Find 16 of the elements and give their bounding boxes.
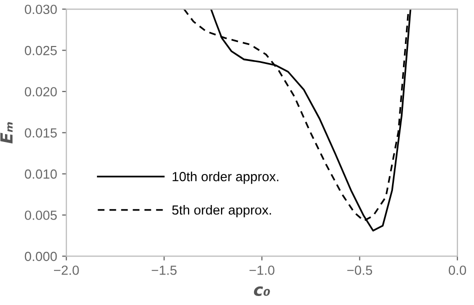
y-tick-label: 0.030 <box>24 4 57 14</box>
x-tick-label: 0.0 <box>448 266 466 275</box>
y-tick-label: 0.000 <box>24 252 57 262</box>
legend-label: 5th order approx. <box>172 204 271 218</box>
legend-label: 10th order approx. <box>172 172 278 184</box>
y-tick-label: 0.010 <box>24 169 57 179</box>
x-axis-title: c₀ <box>254 286 270 296</box>
y-axis-title: Eₘ <box>0 122 13 144</box>
y-tick-label: 0.025 <box>24 46 57 56</box>
x-tick-label: −1.5 <box>152 266 177 275</box>
x-tick-label: −1.0 <box>250 266 274 275</box>
y-tick-label: 0.020 <box>24 87 57 96</box>
x-tick-label: −2.0 <box>54 266 79 275</box>
y-tick-label: 0.015 <box>24 128 57 138</box>
y-tick-label: 0.005 <box>24 210 57 220</box>
x-tick-label: −0.5 <box>347 266 372 275</box>
